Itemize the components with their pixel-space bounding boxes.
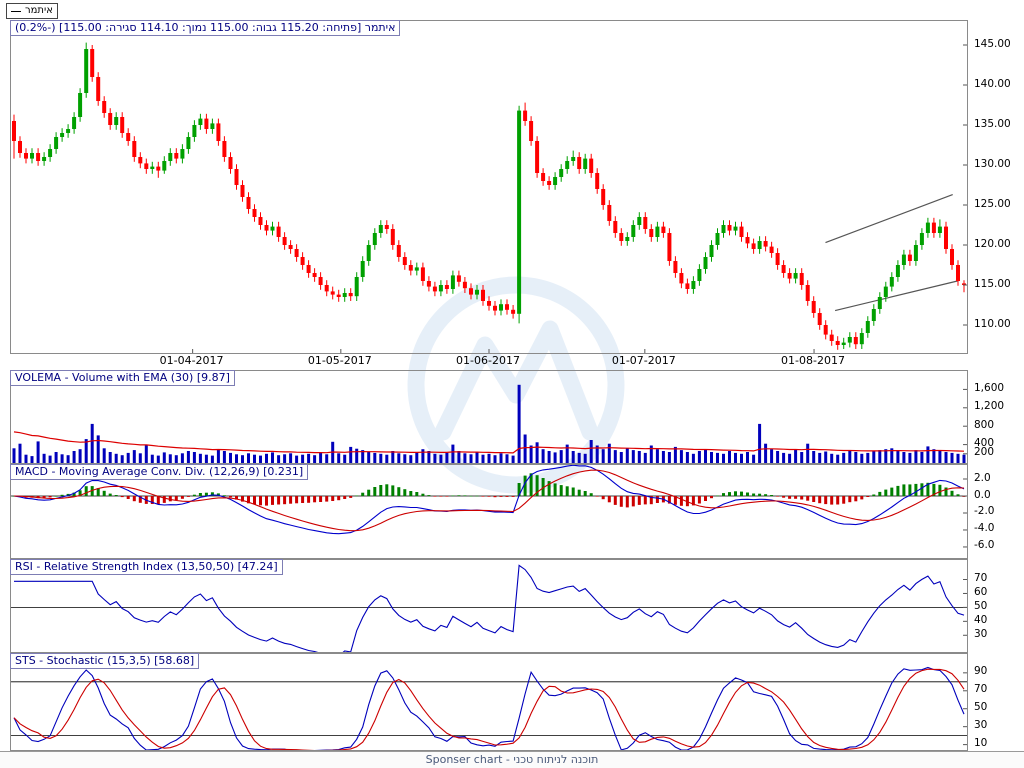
series-legend-chip[interactable]: איתמר bbox=[6, 3, 58, 19]
y-axis-label: 70 bbox=[974, 572, 987, 585]
macd-header: MACD - Moving Average Conv. Div. (12,26,… bbox=[10, 464, 308, 480]
date-label: 01-06-2017 bbox=[456, 354, 520, 367]
volume-header: VOLEMA - Volume with EMA (30) [9.87] bbox=[10, 370, 235, 386]
y-axis-label: -6.0 bbox=[974, 539, 995, 552]
y-axis-label: 1,600 bbox=[974, 382, 1004, 395]
date-axis: 01-04-2017 01-05-2017 01-06-2017 01-07-2017… bbox=[10, 353, 966, 368]
macd-y-axis: 2.0 0.0 -2.0 -4.0 -6.0 bbox=[969, 464, 1022, 557]
series-line-sample-icon bbox=[11, 11, 21, 12]
volume-panel: VOLEMA - Volume with EMA (30) [9.87] bbox=[10, 370, 968, 464]
y-axis-label: 70 bbox=[974, 683, 987, 696]
y-axis-label: 125.00 bbox=[974, 198, 1011, 211]
y-axis-label: 0.0 bbox=[974, 489, 991, 502]
y-axis-label: 1,200 bbox=[974, 400, 1004, 413]
price-y-axis: 145.00 140.00 135.00 130.00 125.00 120.00 115.… bbox=[969, 20, 1022, 352]
y-axis-label: 140.00 bbox=[974, 78, 1011, 91]
footer-credit: Sponser chart - תוכנה לניתוח טכני bbox=[0, 751, 1024, 768]
volume-y-axis: 1,6001,200800400200 bbox=[969, 370, 1022, 462]
date-label: 01-05-2017 bbox=[308, 354, 372, 367]
footer-text: Sponser chart - תוכנה לניתוח טכני bbox=[426, 753, 599, 766]
series-legend-label: איתמר bbox=[25, 5, 53, 17]
date-label: 01-04-2017 bbox=[160, 354, 224, 367]
date-label: 01-08-2017 bbox=[781, 354, 845, 367]
y-axis-label: 135.00 bbox=[974, 118, 1011, 131]
y-axis-label: 30 bbox=[974, 719, 987, 732]
stochastic-panel: STS - Stochastic (15,3,5) [58.68] bbox=[10, 653, 968, 751]
macd-panel: MACD - Moving Average Conv. Div. (12,26,… bbox=[10, 464, 968, 559]
y-axis-label: 30 bbox=[974, 628, 987, 641]
y-axis-label: 110.00 bbox=[974, 318, 1011, 331]
y-axis-label: 115.00 bbox=[974, 278, 1011, 291]
y-axis-label: 145.00 bbox=[974, 38, 1011, 51]
y-axis-label: 130.00 bbox=[974, 158, 1011, 171]
y-axis-label: -4.0 bbox=[974, 522, 995, 535]
rsi-y-axis: 7060504030 bbox=[969, 559, 1022, 651]
rsi-header: RSI - Relative Strength Index (13,50,50)… bbox=[10, 559, 283, 575]
stochastic-y-axis: 90 70 50 30 10 bbox=[969, 653, 1022, 749]
y-axis-label: 60 bbox=[974, 586, 987, 599]
rsi-panel: RSI - Relative Strength Index (13,50,50)… bbox=[10, 559, 968, 653]
y-axis-label: 200 bbox=[974, 446, 994, 459]
price-chart-canvas[interactable] bbox=[11, 21, 967, 353]
price-info-bar: איתמר [פתיחה: 115.20 גבוה: 115.00 נמוך: … bbox=[10, 20, 400, 36]
y-axis-label: 800 bbox=[974, 419, 994, 432]
y-axis-label: 50 bbox=[974, 701, 987, 714]
y-axis-label: 120.00 bbox=[974, 238, 1011, 251]
date-label: 01-07-2017 bbox=[612, 354, 676, 367]
y-axis-label: 2.0 bbox=[974, 472, 991, 485]
sponser-chart-window: איתמר איתמר [פתיחה: 115.20 גבוה: 115.00 … bbox=[0, 0, 1024, 768]
price-panel: איתמר [פתיחה: 115.20 גבוה: 115.00 נמוך: … bbox=[10, 20, 968, 354]
y-axis-label: 50 bbox=[974, 600, 987, 613]
y-axis-label: 10 bbox=[974, 737, 987, 750]
stochastic-header: STS - Stochastic (15,3,5) [58.68] bbox=[10, 653, 199, 669]
y-axis-label: 40 bbox=[974, 614, 987, 627]
y-axis-label: -2.0 bbox=[974, 505, 995, 518]
y-axis-label: 90 bbox=[974, 665, 987, 678]
